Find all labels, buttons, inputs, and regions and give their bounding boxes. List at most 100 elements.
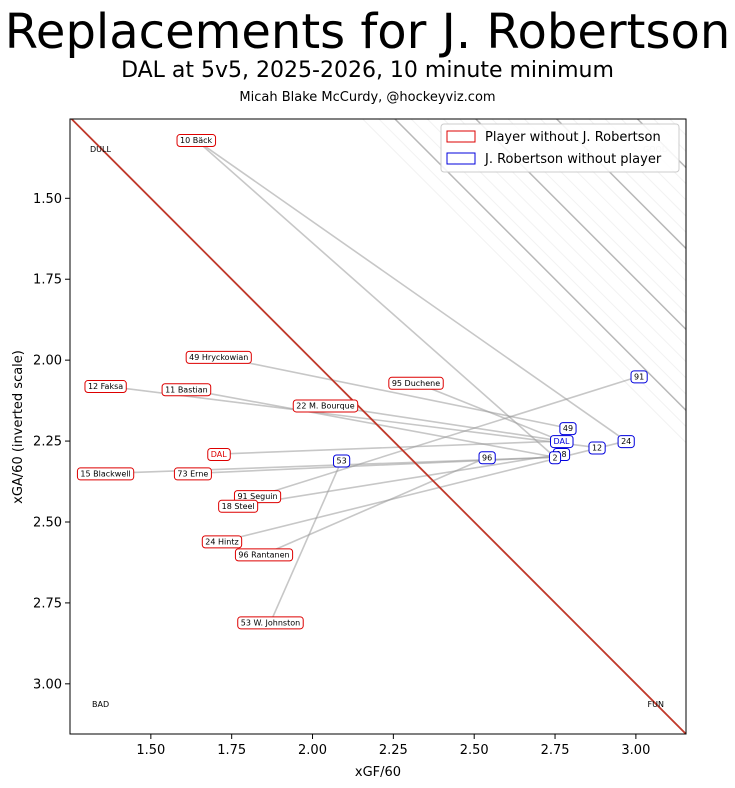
point-label-text: 73 Erne [177,469,208,478]
background-hatch-line [491,119,686,314]
point-label-box [588,441,606,455]
point-label-text: 18 Steel [222,502,255,511]
background-hatch-line [669,119,686,136]
point-label: 2 [548,451,562,465]
point-label-box [617,435,635,449]
background-hatch-line [70,0,686,54]
chart-subtitle: DAL at 5v5, 2025-2026, 10 minute minimum [121,58,614,83]
point-label-box [176,134,217,148]
point-label-text: 18 [556,450,566,459]
corner-label-fun: FUN [648,700,664,709]
y-tick-label: 2.25 [33,435,62,450]
point-label-box [388,376,444,390]
point-label-box [548,451,562,465]
connector-line [269,460,343,623]
connector-line [263,456,488,556]
point-label-text: 15 Blackwell [80,469,130,478]
point-label-text: 96 Rantanen [238,550,289,559]
point-label-text: 2 [552,453,557,462]
connector-line [105,385,598,449]
connector-line [415,382,562,442]
plot-frame [69,118,687,735]
point-label: 18 Steel [218,499,259,513]
iso-line [70,0,686,38]
point-label-box [550,435,574,449]
y-tick-label: 2.50 [33,515,62,530]
x-tick-label: 2.50 [460,743,489,758]
background-hatch-line [70,0,686,87]
point-label-box [185,350,252,364]
point-label: 24 [617,435,635,449]
background-hatch-line [685,119,686,120]
background-hatch-line [378,119,686,427]
connector-line [257,375,640,497]
point-label: DAL [550,435,574,449]
y-tick-label: 1.75 [33,273,62,288]
point-label-text: DAL [211,450,227,459]
point-label-box [630,370,648,384]
background-hatch-line [70,0,686,38]
point-label-box [333,454,351,468]
point-label: 22 M. Bourque [292,399,359,413]
connector-line [195,139,556,458]
connector-line [218,440,562,455]
point-label-text: 96 [482,453,492,462]
y-tick-label: 2.75 [33,596,62,611]
point-label: 49 [559,422,577,436]
iso-line [684,119,686,120]
point-label-box [207,448,231,462]
legend-entry-player-without: Player without J. Robertson [485,130,661,145]
point-label-text: 24 Hintz [205,537,238,546]
point-label: DAL [207,448,231,462]
point-label-text: 91 Seguin [237,492,277,501]
point-label-text: 49 Hryckowian [189,353,248,362]
iso-line [474,119,686,330]
y-tick-label: 2.00 [33,354,62,369]
background-hatch-line [458,119,686,346]
point-label-box [84,380,127,394]
point-label-text: 49 [563,424,573,433]
connector-line [186,388,556,459]
point-label-box [173,467,212,481]
point-label: 53 [333,454,351,468]
point-label-text: 12 [592,444,602,453]
point-label-box [478,451,496,465]
background-hatch-line [361,119,686,444]
background-hatch-line [70,0,686,6]
corner-label-dull: DULL [90,145,111,154]
point-label-text: 95 Duchene [392,379,440,388]
background-hatch-line [70,0,686,70]
point-label: 73 Erne [173,467,212,481]
x-tick-label: 1.75 [217,743,246,758]
corner-label-bad: BAD [92,700,109,709]
x-tick-label: 2.75 [541,743,570,758]
iso-line [70,0,686,74]
point-label: 95 Duchene [388,376,444,390]
x-axis-label: xGF/60 [355,765,401,780]
x-tick-label: 2.25 [379,743,408,758]
legend-box [440,123,680,173]
point-label-box [234,548,294,562]
background-hatch-line [523,119,686,282]
x-tick-label: 1.50 [136,743,165,758]
chart-author: Micah Blake McCurdy, @hockeyviz.com [239,90,496,105]
legend-entry-robertson-without: J. Robertson without player [484,152,662,167]
point-label: 12 [588,441,606,455]
point-label: 11 Bastian [161,383,212,397]
point-label-text: 22 M. Bourque [296,401,354,410]
y-tick-label: 1.50 [33,192,62,207]
point-label-text: 24 [621,437,631,446]
background-hatch-line [426,119,686,379]
x-tick-label: 2.00 [298,743,327,758]
point-label-box [161,383,212,397]
legend: Player without J. Robertson J. Robertson… [440,123,680,173]
point-label-box [559,422,577,436]
point-label: 24 Hintz [201,535,243,549]
point-label: 96 [478,451,496,465]
point-label-box [292,399,359,413]
point-label: 53 W. Johnston [237,616,304,630]
point-label: 10 Bäck [176,134,217,148]
background-hatch-line [442,119,686,363]
legend-swatch-red [446,130,476,143]
legend-swatch-blue [446,152,476,165]
